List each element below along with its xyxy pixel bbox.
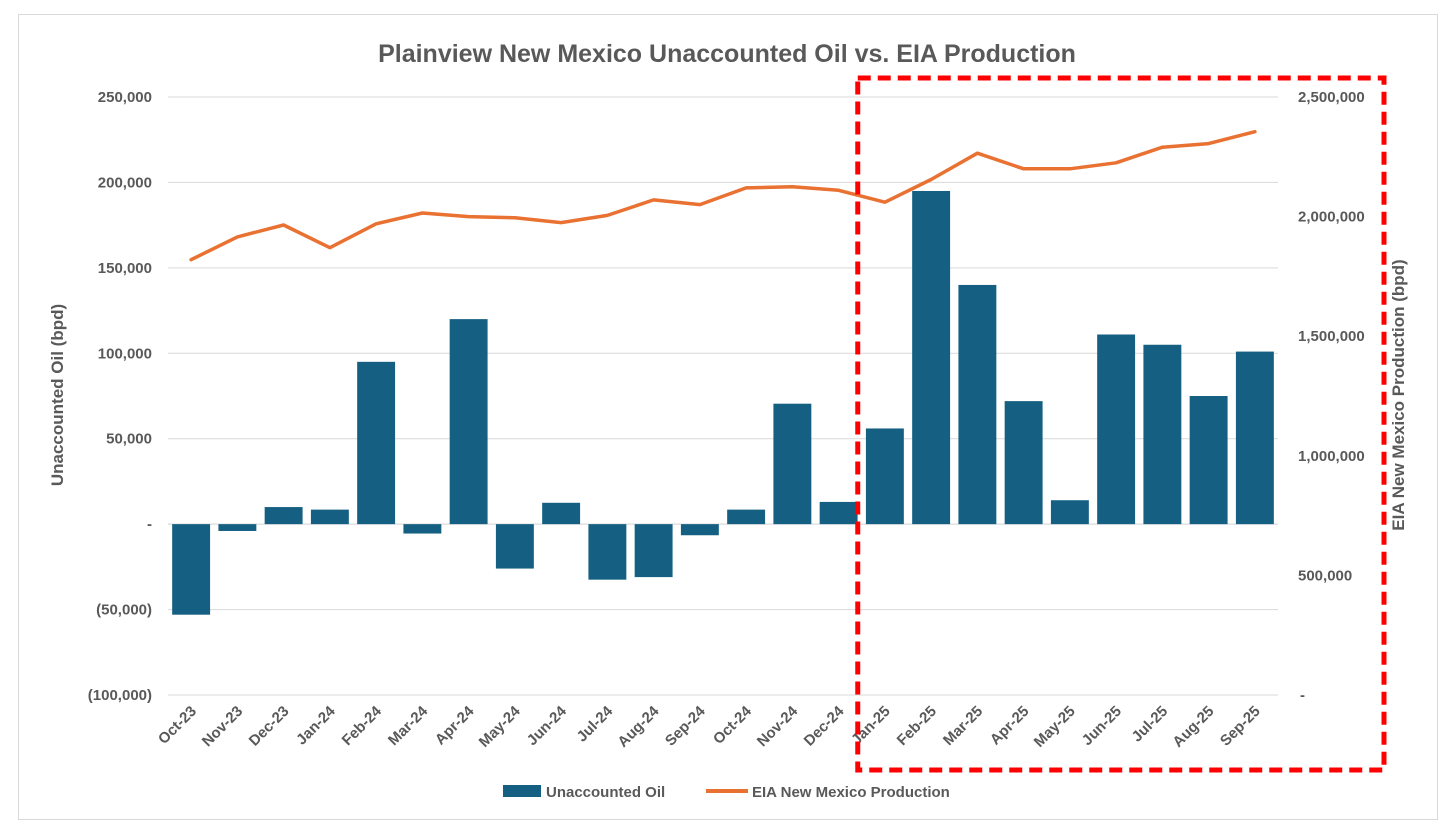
- bar-Jun-25: [1097, 334, 1136, 525]
- x-tick-label: Nov-24: [754, 702, 802, 750]
- x-tick-label: Jan-24: [293, 702, 339, 748]
- x-tick-label: Feb-24: [339, 702, 386, 749]
- x-tick-label: Jun-25: [1079, 703, 1125, 749]
- bar-Apr-25: [1004, 401, 1043, 525]
- legend: Unaccounted Oil EIA New Mexico Productio…: [503, 784, 950, 801]
- bar-Jun-24: [542, 502, 581, 525]
- right-tick-label: 500,000: [1298, 567, 1352, 584]
- right-axis-title: EIA New Mexico Production (bpd): [1389, 259, 1408, 530]
- right-tick-label: 2,500,000: [1298, 89, 1365, 106]
- x-tick-label: Jun-24: [524, 702, 571, 749]
- x-tick-label: Jan-25: [848, 703, 894, 749]
- bar-May-25: [1050, 500, 1089, 525]
- bar-Aug-24: [634, 524, 673, 578]
- x-tick-label: May-24: [476, 702, 524, 750]
- x-tick-label: Nov-23: [199, 703, 246, 750]
- bar-Oct-23: [172, 524, 211, 615]
- bar-Nov-23: [218, 524, 257, 531]
- gridlines: [168, 96, 1278, 696]
- chart-frame: [18, 14, 1438, 820]
- bar-Aug-25: [1189, 396, 1228, 525]
- bar-Mar-24: [403, 524, 442, 534]
- legend-swatch-bar: [503, 785, 541, 797]
- line-series: [189, 129, 1257, 262]
- left-axis-ticks: 250,000 200,000 150,000 100,000 50,000 - (50,0…: [88, 89, 152, 704]
- x-tick-label: Apr-24: [432, 702, 478, 748]
- x-tick-label: Sep-24: [662, 702, 709, 749]
- left-tick-label: 250,000: [98, 89, 152, 106]
- left-tick-label: 50,000: [106, 431, 152, 448]
- bar-Jul-25: [1143, 344, 1182, 525]
- x-tick-label: Dec-23: [246, 703, 293, 750]
- legend-label-unaccounted-oil: Unaccounted Oil: [546, 784, 665, 801]
- bar-Jan-25: [865, 428, 904, 525]
- bar-Sep-24: [680, 524, 719, 536]
- x-tick-label: Apr-25: [987, 703, 1033, 749]
- left-tick-label: (50,000): [96, 602, 152, 619]
- left-tick-label: (100,000): [88, 687, 152, 704]
- bar-Sep-25: [1235, 351, 1274, 525]
- left-tick-label: 200,000: [98, 174, 152, 191]
- x-tick-label: Mar-25: [940, 703, 986, 749]
- x-tick-label: Jul-25: [1129, 703, 1172, 746]
- bar-Mar-25: [958, 284, 997, 525]
- x-tick-label: Dec-24: [801, 702, 848, 749]
- legend-label-eia-production: EIA New Mexico Production: [752, 784, 950, 801]
- x-tick-label: Oct-23: [155, 703, 200, 748]
- x-tick-label: Sep-25: [1217, 703, 1264, 750]
- bar-Jul-24: [588, 524, 627, 580]
- bar-Oct-24: [727, 509, 766, 525]
- right-tick-label: 2,000,000: [1298, 209, 1365, 226]
- line-eia-production: [189, 129, 1257, 262]
- bar-series: [172, 190, 1274, 615]
- x-tick-label: Oct-24: [710, 702, 755, 747]
- x-tick-label: Feb-25: [894, 703, 940, 749]
- left-tick-label: 100,000: [98, 345, 152, 362]
- bar-Jan-24: [310, 509, 349, 525]
- x-tick-label: Jul-24: [574, 702, 617, 745]
- bar-Dec-23: [264, 507, 303, 525]
- right-tick-label: 1,500,000: [1298, 328, 1365, 345]
- bar-Feb-25: [912, 190, 951, 525]
- bar-Feb-24: [357, 361, 396, 525]
- x-tick-label: Aug-25: [1169, 703, 1217, 751]
- left-tick-label: 150,000: [98, 260, 152, 277]
- bar-Nov-24: [773, 403, 812, 525]
- bar-May-24: [495, 524, 534, 569]
- left-axis-title: Unaccounted Oil (bpd): [48, 304, 67, 486]
- right-tick-label: -: [1300, 687, 1305, 704]
- x-tick-label: Aug-24: [614, 702, 662, 750]
- x-tick-label: Mar-24: [385, 702, 432, 749]
- x-tick-label: May-25: [1031, 703, 1079, 751]
- highlight-box: [855, 75, 1387, 773]
- bar-Dec-24: [819, 501, 858, 525]
- chart-title: Plainview New Mexico Unaccounted Oil vs.…: [378, 40, 1076, 68]
- bar-Apr-24: [449, 319, 488, 525]
- left-tick-label: -: [147, 516, 152, 533]
- right-tick-label: 1,000,000: [1298, 448, 1365, 465]
- right-axis-ticks: 2,500,000 2,000,000 1,500,000 1,000,000 500,…: [1298, 89, 1365, 704]
